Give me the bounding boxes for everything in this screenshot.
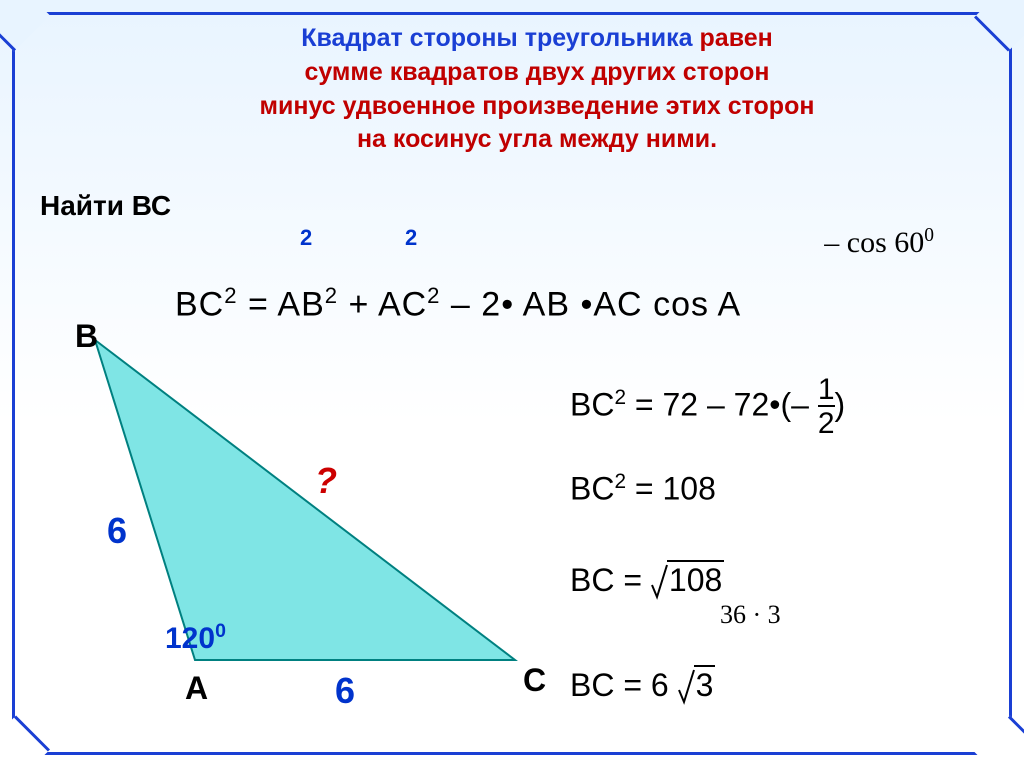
task-find-label: Найти ВС [40, 190, 171, 222]
calc-step1: BC2 = 72 – 72•(– 12) [570, 375, 845, 439]
eq-dot1: • [501, 285, 514, 323]
superscript-2-a: 2 [300, 225, 312, 251]
calc1-close: ) [835, 386, 846, 422]
eq-ac: AC [378, 285, 427, 323]
vertex-B: B [75, 318, 98, 355]
theorem-line2: сумме квадратов двух других сторон [130, 56, 944, 90]
eq-cosA: cos A [653, 285, 741, 323]
cos60-expression: – cos 600 [824, 225, 934, 260]
slide-page: Квадрат стороны треугольника равен сумме… [0, 0, 1024, 767]
calc3-sqrt: 108 [651, 560, 724, 601]
theorem-line1a: Квадрат стороны треугольника [301, 24, 692, 52]
cos60-degree: 0 [924, 225, 934, 246]
theorem-line3: минус удвоенное произведение этих сторон [130, 90, 944, 124]
side-BC-question: ? [315, 460, 337, 502]
corner-cut-tr [974, 0, 1024, 52]
cos60-value: 60 [894, 226, 924, 259]
calc2-sq: 2 [614, 470, 626, 493]
eq-ac-sq: 2 [427, 283, 440, 308]
eq-lhs: BC [175, 285, 224, 323]
triangle-polygon [95, 340, 515, 660]
eq-ab2: AB [514, 285, 580, 323]
eq-ab-sq: 2 [325, 283, 338, 308]
superscript-2-b: 2 [405, 225, 417, 251]
calc2-rhs: = 108 [626, 471, 716, 507]
eq-ac2: AC [593, 285, 653, 323]
eq-dot2: • [580, 285, 593, 323]
calc1-open: (– [780, 386, 817, 422]
angle-A-label: 1200 [165, 620, 226, 656]
main-equation: BC2 = AB2 + AC2 – 2• AB •AC cos A [175, 283, 741, 324]
cos60-minus: – [824, 226, 839, 259]
calc1-eq: = 72 – 72 [626, 386, 769, 422]
cos60-cos: cos [839, 226, 887, 259]
corner-cut-tl [0, 0, 50, 52]
theorem-line4: на косинус угла между ними. [130, 123, 944, 157]
calc1-sq: 2 [614, 386, 626, 409]
eq-lhs-sq: 2 [224, 283, 237, 308]
eq-equals: = [238, 285, 278, 323]
calc4-sqrt: 3 [678, 665, 716, 706]
eq-minus2: – 2 [451, 285, 501, 323]
calc1-dot: • [769, 386, 780, 422]
theorem-line1b: равен [693, 24, 773, 52]
calc1-den: 2 [818, 405, 835, 439]
side-AB-label: 6 [107, 510, 127, 552]
calc3-factored: 36 · 3 [720, 600, 781, 630]
eq-ab: AB [277, 285, 324, 323]
eq-plus: + [338, 285, 378, 323]
calc4-under: 3 [694, 665, 716, 704]
vertex-A: A [185, 670, 208, 707]
calc1-num: 1 [818, 375, 835, 405]
corner-cut-br [974, 715, 1024, 767]
triangle-diagram: B A C ? 6 6 1200 [35, 320, 595, 740]
calc1-frac: 12 [818, 375, 835, 439]
calc3-under: 108 [667, 560, 724, 599]
side-AC-label: 6 [335, 670, 355, 712]
theorem-text: Квадрат стороны треугольника равен сумме… [130, 22, 944, 157]
vertex-C: C [523, 662, 546, 699]
